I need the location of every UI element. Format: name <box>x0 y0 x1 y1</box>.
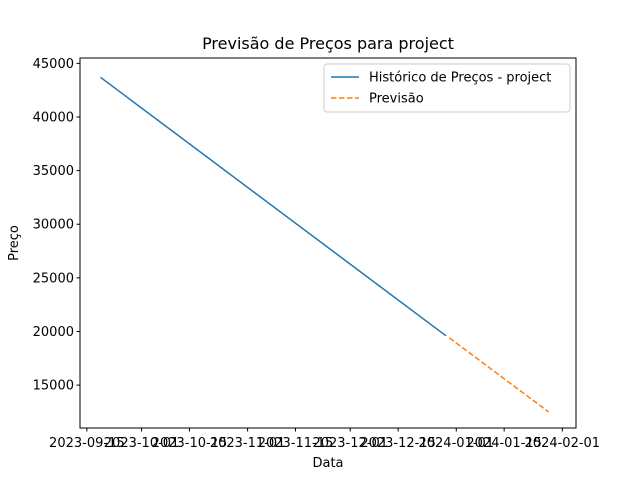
series-line-previsao <box>448 337 550 413</box>
y-tick-label: 20000 <box>33 325 74 340</box>
y-tick-label: 35000 <box>33 164 74 179</box>
x-tick-label: 2024-02-01 <box>525 436 601 451</box>
x-tick-label: 2023-10-01 <box>104 436 180 451</box>
chart-title: Previsão de Preços para project <box>202 34 454 53</box>
y-tick-label: 45000 <box>33 57 74 72</box>
legend-label-historico: Histórico de Preços - project <box>369 71 551 86</box>
x-tick-label: 2023-12-01 <box>312 436 388 451</box>
y-tick-label: 15000 <box>33 379 74 394</box>
y-tick-label: 40000 <box>33 110 74 125</box>
y-tick-label: 25000 <box>33 271 74 286</box>
x-tick-label: 2023-12-15 <box>360 436 436 451</box>
legend-label-previsao: Previsão <box>369 92 424 107</box>
x-tick-label: 2023-11-01 <box>210 436 286 451</box>
legend: Histórico de Preços - project Previsão <box>323 63 571 113</box>
x-axis: 2023-09-152023-10-012023-10-152023-11-01… <box>49 428 600 451</box>
plot-area: 15000 20000 25000 30000 35000 40000 45000 2023… <box>33 57 600 451</box>
x-tick-label: 2023-10-15 <box>152 436 228 451</box>
x-tick-label: 2024-01-01 <box>418 436 494 451</box>
x-tick-label: 2024-01-15 <box>466 436 542 451</box>
x-axis-title: Data <box>312 456 343 471</box>
x-tick-label: 2023-11-15 <box>258 436 334 451</box>
x-tick-label: 2023-09-15 <box>49 436 125 451</box>
series-layer <box>100 76 550 413</box>
legend-box <box>323 63 571 113</box>
y-tick-label: 30000 <box>33 218 74 233</box>
axes-frame <box>79 57 577 429</box>
series-line-historico <box>100 76 447 337</box>
y-axis: 15000 20000 25000 30000 35000 40000 45000 <box>33 57 80 394</box>
y-axis-title: Preço <box>7 225 22 261</box>
